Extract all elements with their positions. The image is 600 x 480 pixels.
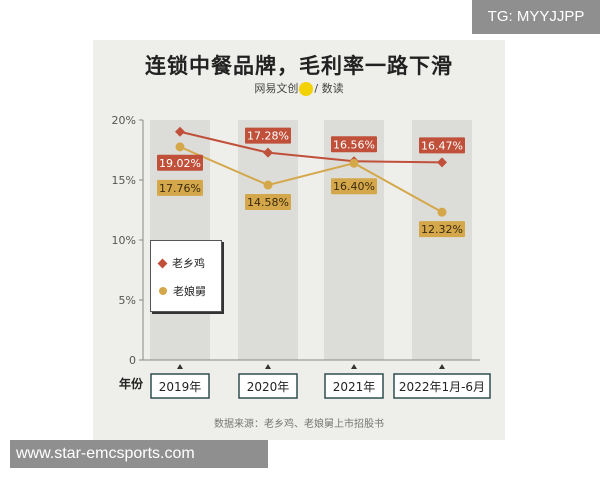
watermark-top: TG: MYYJJPP (472, 0, 600, 34)
column-band (324, 120, 384, 360)
column-band (238, 120, 298, 360)
data-label: 16.47% (421, 139, 463, 152)
data-label: 12.32% (421, 223, 463, 236)
data-point-circle (263, 180, 273, 190)
y-tick-label: 15% (112, 174, 136, 187)
y-tick-label: 10% (112, 234, 136, 247)
series-line-0 (179, 130, 443, 164)
category-box (324, 373, 384, 399)
data-label-box (157, 154, 203, 171)
tick-triangle-icon (265, 364, 271, 369)
x-tick-label: 2019年 (159, 380, 202, 394)
data-label: 14.58% (247, 196, 289, 209)
subtitle-source-brand: 网易文创 (254, 82, 299, 95)
y-tick-label: 20% (112, 114, 136, 127)
tick-triangle-icon (351, 364, 357, 369)
y-tick-label: 5% (119, 294, 136, 307)
data-label: 19.02% (159, 157, 201, 170)
data-label-box (245, 127, 291, 144)
data-label-box (419, 221, 465, 238)
data-label-box (331, 178, 377, 195)
diamond-marker-icon (157, 258, 168, 268)
category-box (238, 373, 298, 399)
chart-source-note: 数据来源：老乡鸡、老娘舅上市招股书 (214, 419, 384, 430)
y-tick-label: 0 (129, 354, 136, 367)
legend-label: 老乡鸡 (172, 257, 205, 270)
data-point-circle (437, 207, 447, 217)
data-label: 17.76% (159, 182, 201, 195)
data-label: 16.40% (333, 180, 375, 193)
data-label: 16.56% (333, 138, 375, 151)
x-tick-label: 2021年 (333, 380, 376, 394)
legend-item-laoxiangji: 老乡鸡 (157, 255, 205, 271)
data-label-box (419, 137, 465, 154)
data-point-circle (175, 142, 185, 152)
chart-title: 连锁中餐品牌，毛利率一路下滑 (145, 54, 453, 78)
chart-legend: 老乡鸡 老娘舅 (150, 240, 222, 312)
brand-logo-icon (299, 82, 314, 96)
category-box (150, 373, 210, 399)
legend-item-laoniangjiu: 老娘舅 (159, 283, 206, 299)
data-label-box (245, 194, 291, 211)
column-band (412, 120, 472, 360)
data-point-diamond (437, 157, 447, 168)
circle-marker-icon (159, 287, 167, 295)
data-point-diamond (263, 147, 273, 158)
series-line-1 (179, 145, 443, 214)
x-tick-label: 2020年 (247, 380, 290, 394)
x-axis-title: 年份 (119, 376, 144, 391)
tick-triangle-icon (439, 364, 445, 369)
data-label: 17.28% (247, 130, 289, 143)
data-label-box (157, 179, 203, 196)
subtitle-source-column: / 数读 (314, 82, 344, 95)
tick-triangle-icon (177, 364, 183, 369)
data-point-diamond (175, 126, 185, 137)
category-box (393, 373, 491, 399)
data-point-circle (349, 158, 359, 168)
data-label-box (331, 136, 377, 153)
legend-label: 老娘舅 (173, 285, 206, 298)
watermark-bottom: www.star-emcsports.com (10, 440, 268, 468)
x-tick-label: 2022年1月-6月 (399, 380, 485, 394)
chart-subtitle: 网易文创 / 数读 (93, 80, 505, 96)
